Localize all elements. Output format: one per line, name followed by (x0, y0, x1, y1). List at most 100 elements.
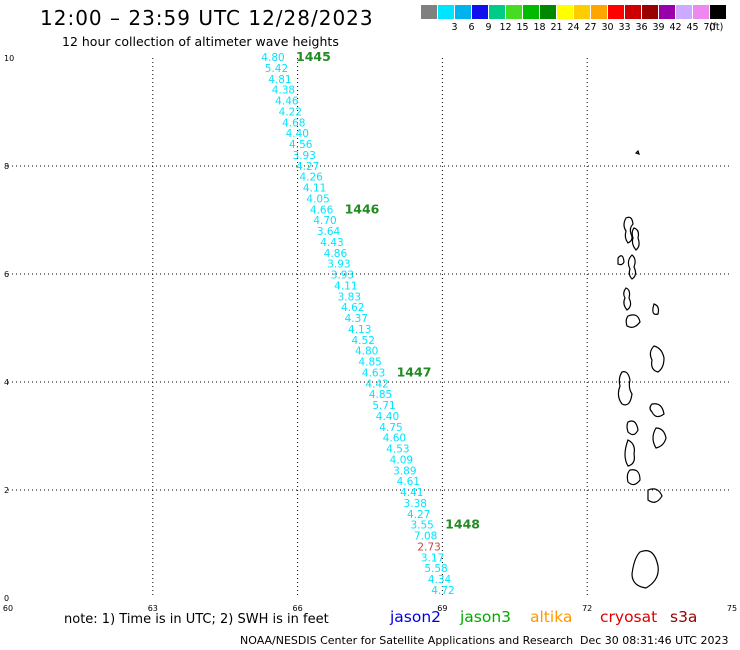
island-outline (649, 345, 665, 373)
island-outline (626, 469, 641, 486)
latitude-tick-label: 8 (4, 162, 9, 171)
colorbar-swatch (608, 5, 625, 19)
longitude-tick-label: 63 (148, 604, 158, 613)
map-subtitle: 12 hour collection of altimeter wave hei… (62, 34, 339, 49)
swh-value-label: 5.71 (372, 400, 395, 412)
colorbar-swatch (489, 5, 506, 19)
swh-value-label: 4.40 (376, 411, 399, 423)
footer-credit: NOAA/NESDIS Center for Satellite Applica… (240, 634, 574, 647)
swh-value-label: 4.27 (407, 509, 430, 521)
colorbar-label: 70 (703, 22, 716, 33)
latitude-tick-label: 10 (4, 54, 14, 63)
swh-value-label: 2.73 (417, 541, 440, 553)
swh-value-label: 3.93 (327, 259, 350, 271)
island-outline (652, 303, 660, 315)
island-outline (631, 550, 659, 589)
satellite-legend-jason2: jason2 (390, 608, 442, 626)
swh-value-label: 4.37 (345, 313, 368, 325)
swh-value-label: 4.85 (369, 389, 392, 401)
colorbar-label: 15 (516, 22, 529, 33)
swh-value-label: 4.52 (352, 335, 375, 347)
latitude-tick-label: 2 (4, 486, 9, 495)
swh-value-label: 3.93 (331, 270, 354, 282)
swh-value-label: 4.11 (334, 280, 357, 292)
colorbar-swatch (438, 5, 455, 19)
swh-value-label: 4.09 (390, 454, 413, 466)
swh-value-label: 4.66 (310, 204, 334, 216)
swh-value-label: 5.42 (265, 63, 288, 75)
colorbar-swatch (506, 5, 523, 19)
colorbar-label: 42 (669, 22, 682, 33)
swh-value-label: 3.55 (410, 520, 433, 532)
swh-value-label: 4.72 (431, 585, 454, 597)
island-outline (625, 314, 641, 328)
island-outline (634, 149, 640, 155)
colorbar-swatch (659, 5, 676, 19)
swh-value-label: 4.22 (279, 106, 302, 118)
colorbar-swatch (557, 5, 574, 19)
swh-value-label: 4.56 (289, 139, 313, 151)
swh-value-label: 4.27 (296, 161, 319, 173)
satellite-legend-cryosat: cryosat (600, 608, 658, 626)
swh-value-label: 4.38 (272, 85, 295, 97)
swh-value-label: 3.93 (293, 150, 316, 162)
swh-value-label: 5.58 (424, 563, 447, 575)
longitude-tick-label: 60 (3, 604, 13, 613)
colorbar-swatch (523, 5, 540, 19)
colorbar-label: 27 (584, 22, 597, 33)
lat-lon-grid: 60 63 66 69 72 75 0 2 4 6 8 10 (3, 54, 737, 613)
longitude-tick-label: 72 (582, 604, 592, 613)
swh-value-label: 4.42 (365, 378, 388, 390)
swh-value-label: 4.26 (299, 172, 323, 184)
colorbar-label: 36 (635, 22, 648, 33)
colorbar-unit: (ft) (709, 22, 724, 33)
swh-value-label: 4.34 (428, 574, 452, 586)
island-outline (631, 227, 640, 251)
longitude-tick-label: 75 (727, 604, 737, 613)
colorbar-label: 24 (567, 22, 580, 33)
swh-value-label: 4.40 (286, 128, 309, 140)
swh-value-label: 4.46 (275, 96, 299, 108)
island-outline (624, 439, 635, 467)
longitude-tick-label: 69 (437, 604, 447, 613)
swh-value-label: 3.89 (393, 465, 416, 477)
swh-value-label: 3.64 (317, 226, 341, 238)
colorbar-label: 3 (451, 22, 458, 33)
colorbar-label: 12 (499, 22, 512, 33)
island-outline (623, 287, 632, 311)
island-outline (626, 420, 639, 436)
latitude-tick-label: 4 (4, 378, 9, 387)
swh-value-label: 4.62 (341, 302, 364, 314)
swh-value-label: 4.13 (348, 324, 371, 336)
colorbar-swatch (710, 5, 727, 19)
swh-value-label: 3.38 (404, 498, 427, 510)
colorbar-swatch (693, 5, 710, 19)
pass-time-label: 1445 (296, 49, 331, 64)
colorbar-swatch (642, 5, 659, 19)
pass-time-label: 1448 (445, 517, 480, 532)
swh-value-label: 3.17 (421, 552, 444, 564)
swh-value-label: 4.60 (383, 433, 406, 445)
island-outline (652, 427, 667, 449)
colorbar-swatch (591, 5, 608, 19)
altimeter-track: 4.805.424.814.384.464.224.684.404.563.93… (261, 49, 480, 597)
island-outline (627, 254, 637, 280)
swh-value-label: 4.75 (379, 422, 402, 434)
swh-value-label: 4.53 (386, 444, 409, 456)
swh-value-label: 4.68 (282, 117, 305, 129)
footer-note: note: 1) Time is in UTC; 2) SWH is in fe… (64, 612, 329, 627)
swh-value-label: 4.80 (261, 52, 284, 64)
colorbar-swatch (455, 5, 472, 19)
colorbar-label: 33 (618, 22, 631, 33)
maldives-coastline (617, 149, 667, 589)
island-outline (649, 403, 665, 418)
swh-value-label: 4.80 (355, 346, 378, 358)
swh-value-label: 7.08 (414, 531, 437, 543)
swh-value-label: 4.61 (397, 476, 420, 488)
colorbar-label: 6 (468, 22, 475, 33)
island-outline (647, 488, 663, 503)
swh-value-label: 4.70 (313, 215, 336, 227)
colorbar-swatch (540, 5, 557, 19)
colorbar-label: 9 (485, 22, 492, 33)
